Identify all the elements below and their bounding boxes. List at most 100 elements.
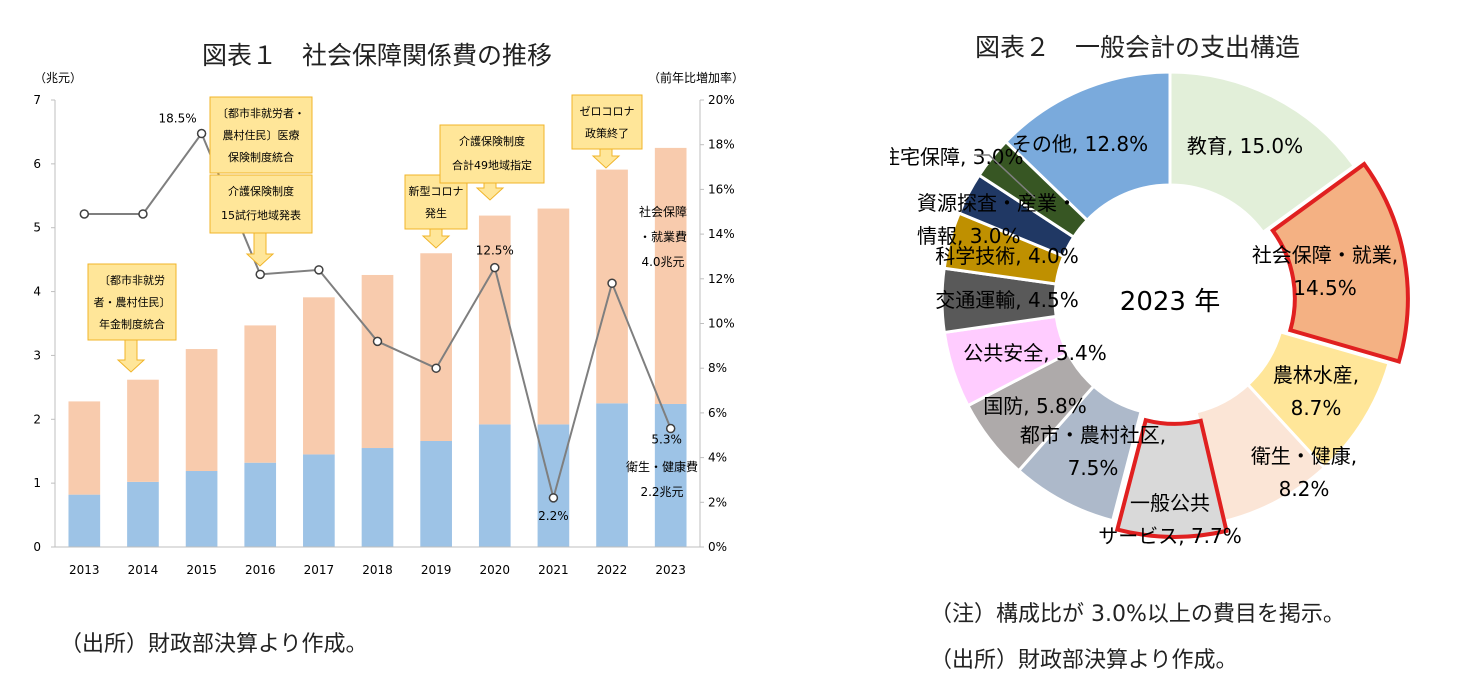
left-axis-unit: （兆元） <box>34 71 82 85</box>
callout-text: 新型コロナ <box>409 184 464 198</box>
bar-social-2015 <box>185 349 218 472</box>
slice-label: 社会保障・就業, <box>1252 243 1398 267</box>
slice-label: 交通運輸, 4.5% <box>935 288 1079 312</box>
y2-tick-label: 18% <box>708 138 735 152</box>
expenditure-structure-donut: 教育, 15.0% 社会保障・就業, 14.5% 農林水産, 8.7% 衛生・健康, 8.2… <box>890 70 1410 548</box>
series-label-social: 社会保障 <box>639 204 687 219</box>
right-axis-unit: （前年比増加率） <box>648 70 744 85</box>
x-tick-label: 2023 <box>655 563 686 577</box>
callout-text: ゼロコロナ <box>580 105 635 118</box>
slice-label: 8.7% <box>1291 396 1342 420</box>
bar-social-2021 <box>537 208 570 425</box>
growth-point-2013 <box>79 209 90 219</box>
y-tick-label: 5 <box>33 221 41 235</box>
x-tick-label: 2021 <box>538 563 569 577</box>
bar-social-2017 <box>303 297 335 455</box>
y-tick-label: 7 <box>33 93 41 107</box>
growth-point-2019 <box>431 363 441 373</box>
callout-box <box>404 174 468 230</box>
slice-label: 公共安全, 5.4% <box>963 341 1107 365</box>
y2-tick-label: 8% <box>708 361 727 375</box>
x-tick-label: 2022 <box>597 563 628 577</box>
callout-text: 介護保険制度 <box>228 184 294 198</box>
callout-text: 15試行地域発表 <box>221 208 301 222</box>
callout-text: 政策終了 <box>585 126 629 140</box>
slice-label: 農林水産, <box>1273 363 1359 387</box>
chart1-title: 図表１ 社会保障関係費の推移 <box>202 41 553 70</box>
growth-point-2014 <box>138 209 148 219</box>
bar-health-2015 <box>185 471 218 547</box>
donut-slice-4 <box>1114 417 1229 539</box>
y2-tick-label: 12% <box>708 272 735 286</box>
slice-label: 住宅保障, 3.0% <box>890 145 1024 169</box>
bar-social-2020 <box>478 215 511 425</box>
donut-slice-0 <box>1168 70 1357 235</box>
chart1-source: （出所）財政部決算より作成。 <box>60 632 368 657</box>
y-tick-label: 3 <box>33 348 41 362</box>
growth-point-2020 <box>490 262 500 273</box>
bar-health-2017 <box>303 454 335 547</box>
x-tick-label: 2015 <box>186 563 217 577</box>
y-tick-label: 2 <box>33 412 41 426</box>
callout-text: 者・農村住民〕 <box>94 295 171 309</box>
slice-label: その他, 12.8% <box>1012 132 1148 156</box>
x-tick-label: 2014 <box>128 563 159 577</box>
y2-tick-label: 20% <box>708 93 735 107</box>
slice-label: 8.2% <box>1279 477 1330 501</box>
growth-label: 5.3% <box>651 433 682 447</box>
bar-social-2023 <box>654 147 687 404</box>
leader-line <box>974 154 1036 199</box>
x-tick-label: 2017 <box>304 563 335 577</box>
series-label-social: ・就業費 <box>639 229 687 244</box>
bar-social-2013 <box>68 401 101 495</box>
growth-label: 12.5% <box>476 244 514 258</box>
y2-tick-label: 4% <box>708 451 727 465</box>
growth-point-2016 <box>255 269 265 280</box>
chart2-note: （注）構成比が 3.0%以上の費目を掲示。 <box>930 602 1345 627</box>
growth-point-2018 <box>372 336 383 347</box>
callout-box <box>87 263 177 341</box>
growth-point-2023 <box>665 423 676 434</box>
slice-label: 7.5% <box>1068 456 1119 480</box>
slice-label: 科学技術, 4.0% <box>935 244 1079 268</box>
callout-text: 年金制度統合 <box>99 317 165 331</box>
series-label-social: 4.0兆元 <box>641 255 684 269</box>
y-tick-label: 6 <box>33 157 41 171</box>
x-tick-label: 2018 <box>362 563 393 577</box>
growth-point-2015 <box>196 128 207 139</box>
bar-social-2018 <box>361 274 394 449</box>
callout-text: 保険制度統合 <box>228 150 294 164</box>
bar-health-2018 <box>361 448 394 547</box>
donut-slice-1 <box>1270 161 1410 364</box>
y-tick-label: 1 <box>33 476 41 490</box>
chart2-title: 図表２ 一般会計の支出構造 <box>975 33 1301 62</box>
slice-label: 一般公共 <box>1130 491 1210 515</box>
y2-tick-label: 10% <box>708 317 735 331</box>
callout-text: 農村住民〕医療 <box>223 128 300 142</box>
y-tick-label: 0 <box>33 540 41 554</box>
growth-point-2017 <box>314 265 324 275</box>
bar-health-2020 <box>478 424 511 547</box>
bar-health-2019 <box>420 440 452 547</box>
y2-tick-label: 2% <box>708 495 727 509</box>
slice-label: サービス, 7.7% <box>1098 524 1242 548</box>
callout-text: 〔都市非就労者・ <box>217 106 305 120</box>
callout-box <box>439 124 545 184</box>
x-tick-label: 2016 <box>245 563 276 577</box>
chart2-source: （出所）財政部決算より作成。 <box>930 648 1238 673</box>
callout-text: 〔都市非就労 <box>99 273 165 287</box>
callout-text: 合計49地域指定 <box>452 158 532 172</box>
callout-box <box>571 94 643 150</box>
callout-text: 介護保険制度 <box>459 134 525 148</box>
x-tick-label: 2020 <box>479 563 510 577</box>
x-tick-label: 2013 <box>69 563 100 577</box>
bar-health-2014 <box>127 481 159 547</box>
growth-label: 2.2% <box>538 509 569 523</box>
growth-point-2021 <box>548 493 559 503</box>
growth-label: 18.5% <box>159 112 197 126</box>
y-tick-label: 4 <box>33 285 41 299</box>
donut-slice-12 <box>1003 70 1172 223</box>
slice-label: 国防, 5.8% <box>983 394 1087 418</box>
bar-health-2013 <box>68 494 101 547</box>
slice-label: 情報, 3.0% <box>917 224 1021 248</box>
